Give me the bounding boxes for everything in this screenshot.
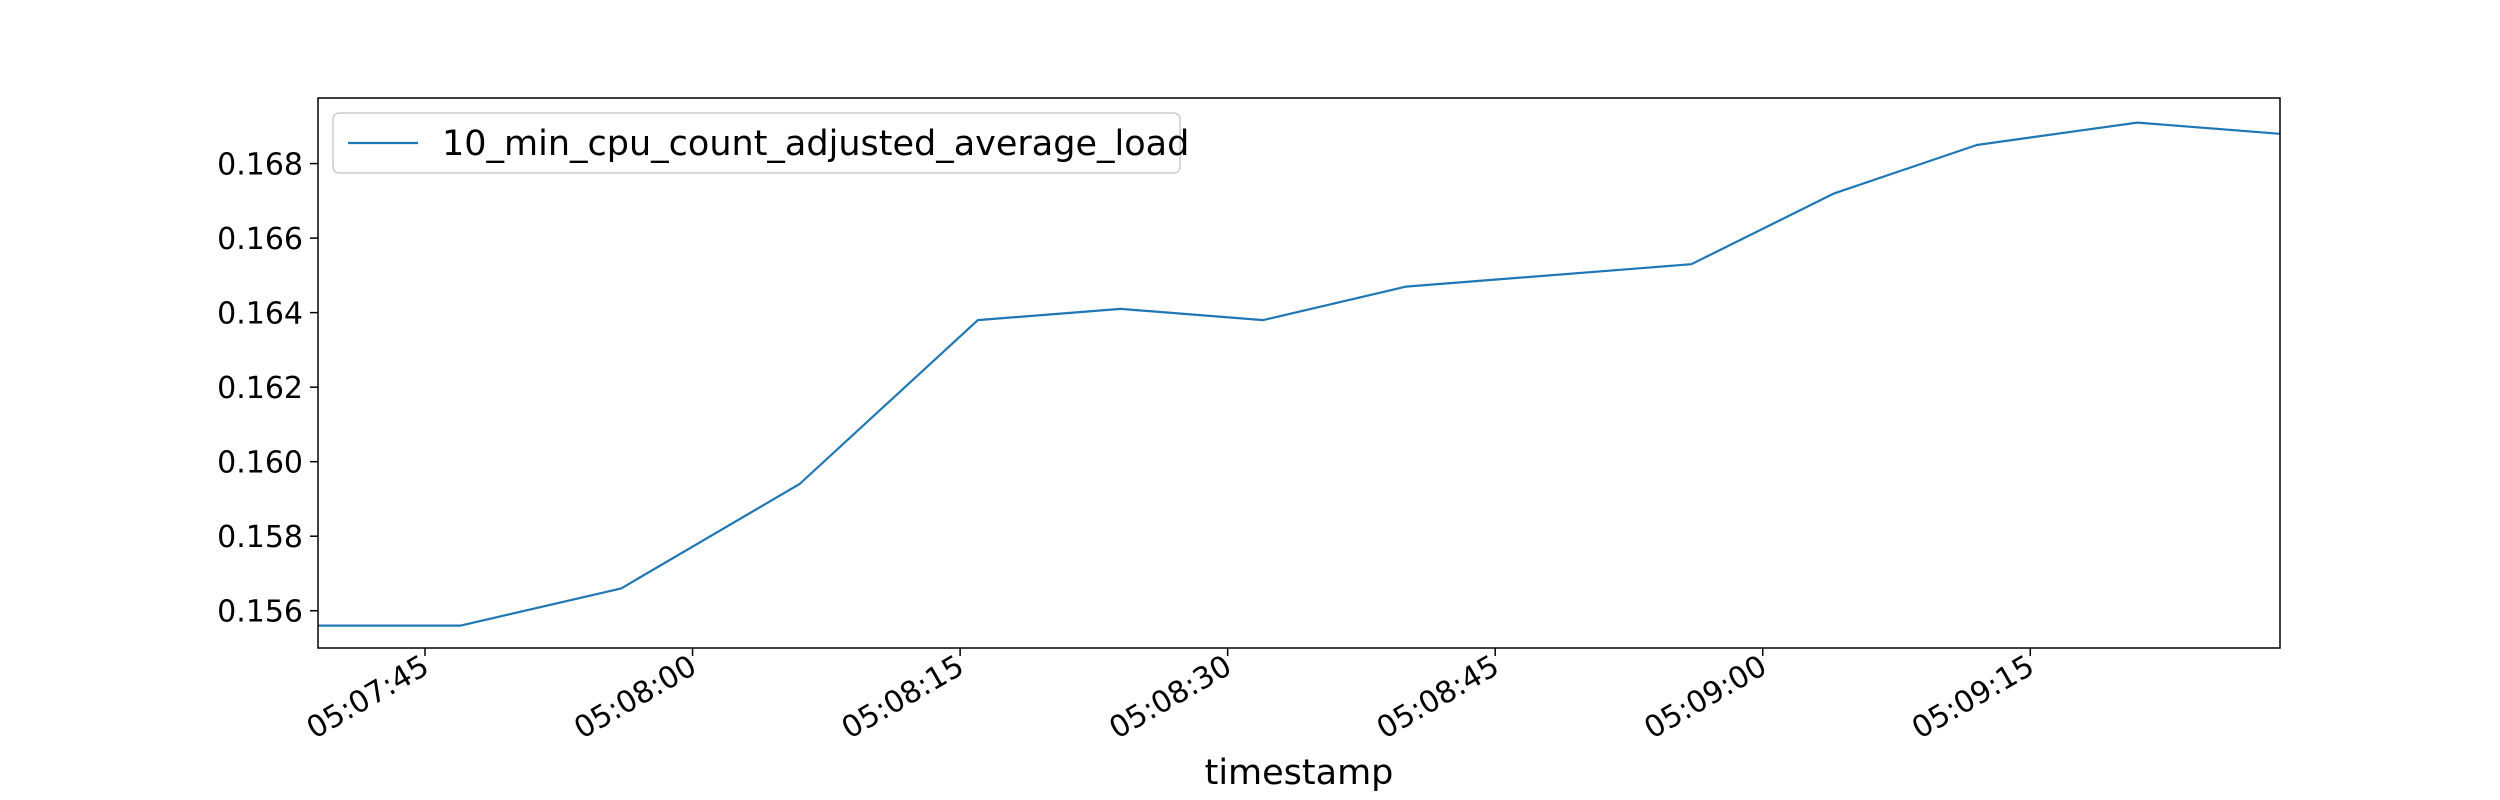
y-tick-label: 0.166 — [217, 222, 303, 257]
y-tick-label: 0.156 — [217, 595, 303, 630]
y-tick-label: 0.160 — [217, 446, 303, 481]
plot-frame — [317, 97, 2281, 649]
y-tick-label: 0.158 — [217, 520, 303, 555]
y-tick-label: 0.162 — [217, 371, 303, 406]
legend-box — [332, 112, 1181, 174]
series-layer — [318, 121, 2281, 627]
y-tick-label: 0.168 — [217, 148, 303, 183]
y-tick-label: 0.164 — [217, 297, 303, 332]
legend: 10_min_cpu_count_adjusted_average_load — [332, 112, 1189, 174]
series-line — [318, 121, 2281, 627]
y-axis: 0.156 0.158 0.160 0.162 0.164 0.166 0.168 — [217, 148, 318, 630]
legend-label: 10_min_cpu_count_adjusted_average_load — [442, 124, 1189, 164]
x-axis-label: timestamp — [1205, 753, 1394, 793]
